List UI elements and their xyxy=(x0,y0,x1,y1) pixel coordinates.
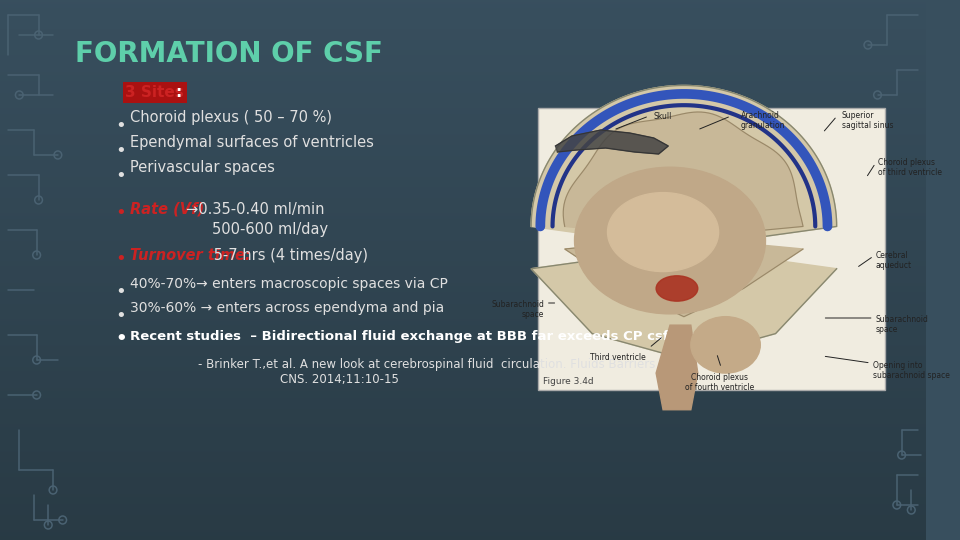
Text: •: • xyxy=(116,330,128,348)
Text: •: • xyxy=(116,117,127,135)
Polygon shape xyxy=(531,85,837,359)
Ellipse shape xyxy=(608,193,719,272)
Polygon shape xyxy=(556,130,668,154)
Text: Ependymal surfaces of ventricles: Ependymal surfaces of ventricles xyxy=(131,135,374,150)
Text: Figure 3.4d: Figure 3.4d xyxy=(543,377,593,386)
Text: •: • xyxy=(116,204,127,222)
Text: Third ventricle: Third ventricle xyxy=(590,353,646,362)
Text: 500-600 ml/day: 500-600 ml/day xyxy=(212,222,328,237)
Text: 3 Sites: 3 Sites xyxy=(126,85,184,100)
Polygon shape xyxy=(564,112,804,316)
Text: 40%-70%→ enters macroscopic spaces via CP: 40%-70%→ enters macroscopic spaces via C… xyxy=(131,277,448,291)
Text: Perivascular spaces: Perivascular spaces xyxy=(131,160,276,175)
Text: Choroid plexus
of third ventricle: Choroid plexus of third ventricle xyxy=(877,158,942,178)
Text: Cerebral
aqueduct: Cerebral aqueduct xyxy=(876,251,912,271)
Text: Opening into
subarachnoid space: Opening into subarachnoid space xyxy=(873,361,949,380)
Text: →0.35-0.40 ml/min: →0.35-0.40 ml/min xyxy=(186,202,324,217)
Ellipse shape xyxy=(574,167,765,314)
Text: FORMATION OF CSF: FORMATION OF CSF xyxy=(75,40,383,68)
Text: Turnover time:: Turnover time: xyxy=(131,248,252,263)
Text: Choroid plexus ( 50 – 70 %): Choroid plexus ( 50 – 70 %) xyxy=(131,110,332,125)
Text: •: • xyxy=(116,283,127,301)
Text: Rate (Vf): Rate (Vf) xyxy=(131,202,204,217)
Text: Arachnoid
granulation: Arachnoid granulation xyxy=(740,111,785,130)
Text: Choroid plexus
of fourth ventricle: Choroid plexus of fourth ventricle xyxy=(684,373,754,393)
Text: 5-7 hrs (4 times/day): 5-7 hrs (4 times/day) xyxy=(209,248,369,263)
Ellipse shape xyxy=(691,316,760,373)
Text: Skull: Skull xyxy=(654,112,672,121)
Text: •: • xyxy=(116,142,127,160)
Ellipse shape xyxy=(656,276,698,301)
Text: •: • xyxy=(116,167,127,185)
FancyBboxPatch shape xyxy=(539,108,885,390)
Text: Superior
sagittal sinus: Superior sagittal sinus xyxy=(842,111,894,130)
Text: •: • xyxy=(116,250,127,268)
Text: :: : xyxy=(176,85,181,100)
Text: •: • xyxy=(116,307,127,325)
Text: 30%-60% → enters across ependyma and pia: 30%-60% → enters across ependyma and pia xyxy=(131,301,444,315)
Text: Subarachnoid
space: Subarachnoid space xyxy=(876,315,928,334)
Text: Subarachnoid
space: Subarachnoid space xyxy=(491,300,544,319)
Text: - Brinker T.,et al. A new look at cerebrospinal fluid  circulation. Fluids Barri: - Brinker T.,et al. A new look at cerebr… xyxy=(198,358,655,371)
Text: Recent studies  – Bidirectional fluid exchange at BBB far exceeds CP csf formati: Recent studies – Bidirectional fluid exc… xyxy=(131,330,748,343)
Text: CNS. 2014;11:10-15: CNS. 2014;11:10-15 xyxy=(279,373,398,386)
Polygon shape xyxy=(656,325,698,410)
